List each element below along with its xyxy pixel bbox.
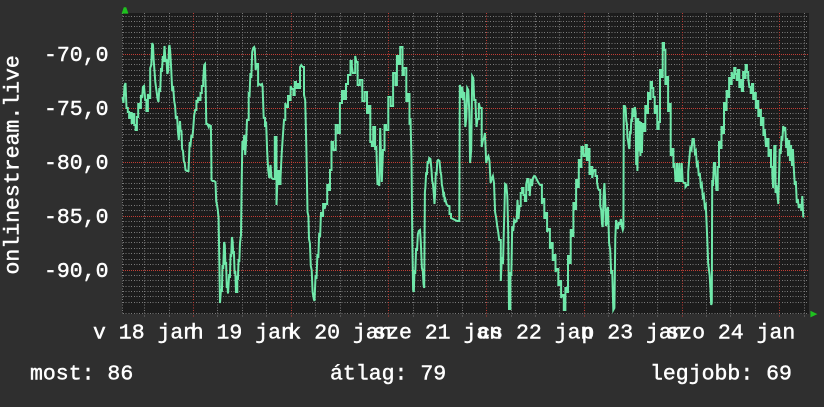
svg-text:p 23 jan: p 23 jan <box>581 322 684 346</box>
svg-text:sze 21 jan: sze 21 jan <box>373 322 502 346</box>
svg-text:h 19 jan: h 19 jan <box>191 322 294 346</box>
svg-text:-80,0: -80,0 <box>44 152 109 176</box>
svg-text:szo 24 jan: szo 24 jan <box>666 322 795 346</box>
svg-text:átlag: 79: átlag: 79 <box>330 363 446 387</box>
svg-text:-85,0: -85,0 <box>44 206 109 230</box>
svg-text:most: 86: most: 86 <box>30 363 133 387</box>
svg-text:legjobb: 69: legjobb: 69 <box>650 363 792 387</box>
svg-text:-70,0: -70,0 <box>44 44 109 68</box>
svg-text:-75,0: -75,0 <box>44 98 109 122</box>
svg-text:onlinestream.live: onlinestream.live <box>2 55 26 274</box>
svg-text:cs 22 jan: cs 22 jan <box>477 322 593 346</box>
svg-text:k 20 jan: k 20 jan <box>288 322 391 346</box>
svg-text:v 18 jan: v 18 jan <box>93 322 196 346</box>
svg-text:-90,0: -90,0 <box>44 260 109 284</box>
